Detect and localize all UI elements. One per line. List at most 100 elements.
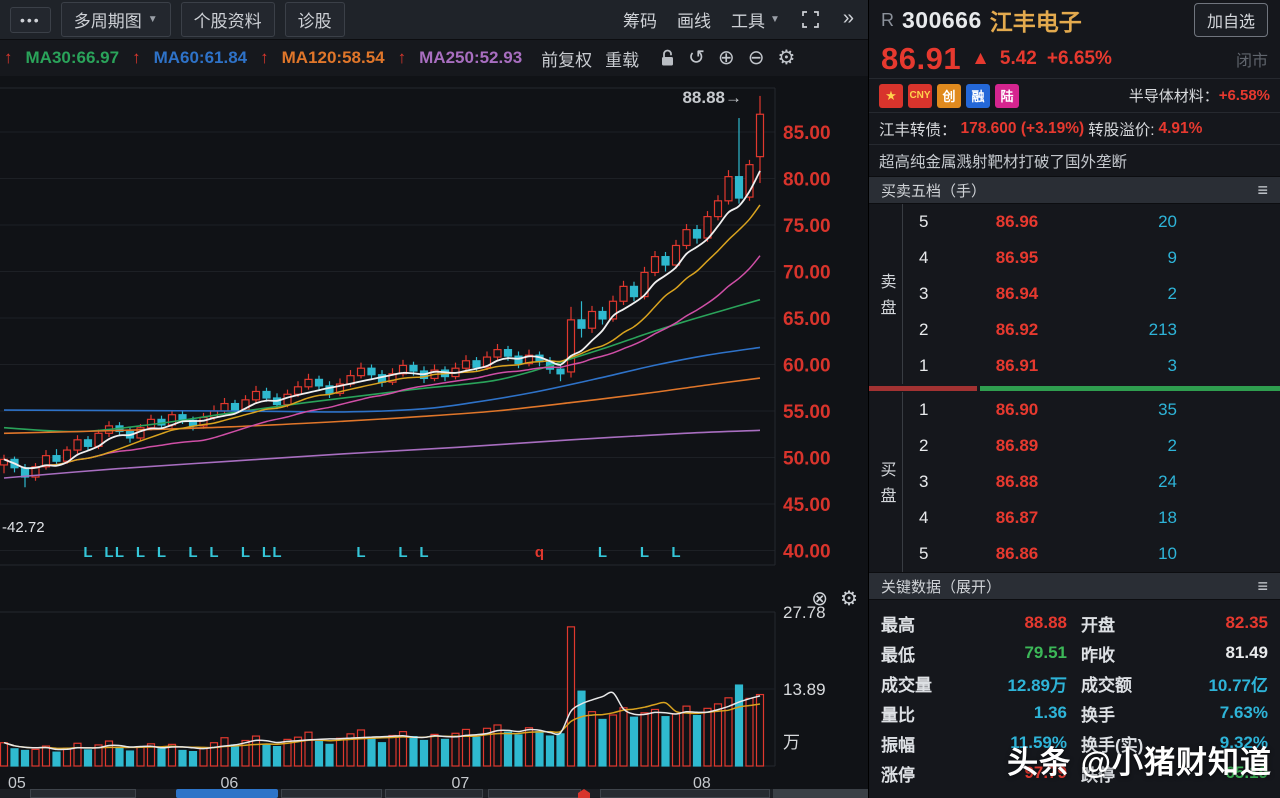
more-menu-button[interactable]: ••• (10, 6, 51, 33)
key-data-cell: 涨停 97.79 (881, 761, 1081, 786)
collapse-toolbar-button[interactable]: » (835, 7, 858, 32)
level: 4 (919, 248, 929, 267)
quantity: 20 (1158, 212, 1177, 231)
close-circle-icon: ⊗ (811, 588, 829, 610)
svg-text:L: L (136, 544, 145, 561)
buy-row-3[interactable]: 3 86.88 24 (903, 464, 1280, 500)
svg-text:L: L (262, 544, 271, 561)
volume-chart[interactable]: ⊗ ⚙ 27.78 13.89 万 05 06 07 08 (0, 566, 868, 798)
key-data-header[interactable]: 关键数据（展开） ≡ (869, 572, 1280, 600)
key-data-cell: 成交额 10.77亿 (1081, 671, 1268, 696)
level: 3 (919, 472, 929, 491)
tool-工具[interactable]: 工具 ▼ (725, 7, 786, 32)
price: 86.90 (995, 400, 1039, 419)
svg-text:80.00: 80.00 (783, 170, 831, 191)
scrollbar-segment[interactable] (488, 789, 581, 798)
key-value: 1.36 (1033, 703, 1067, 722)
price-change-pct: +6.65% (1046, 48, 1112, 69)
svg-text:07: 07 (452, 775, 470, 792)
buy-row-4[interactable]: 4 86.87 18 (903, 500, 1280, 536)
buy-row-2[interactable]: 2 86.89 2 (903, 428, 1280, 464)
svg-text:13.89: 13.89 (783, 680, 826, 699)
key-data-cell: 振幅 11.59% (881, 731, 1081, 756)
tab-诊股[interactable]: 诊股 (284, 2, 345, 37)
key-label: 量比 (881, 705, 915, 725)
price: 86.88 (995, 472, 1039, 491)
price: 86.95 (995, 248, 1039, 267)
buy-row-5[interactable]: 5 86.86 10 (903, 536, 1280, 572)
sell-depth-segment (869, 385, 978, 391)
svg-text:88.88→: 88.88→ (682, 88, 742, 107)
tool-筹码[interactable]: 筹码 (617, 7, 663, 32)
buy-row-1[interactable]: 1 86.90 35 (903, 392, 1280, 428)
buy-side-label: 买盘 (869, 392, 903, 572)
adjust-buttons: 前复权 重载 (541, 46, 639, 71)
tool-画线[interactable]: 画线 (671, 7, 717, 32)
up-arrow-icon: ↑ (132, 48, 141, 67)
scrollbar-end-segment[interactable] (773, 789, 868, 798)
sell-row-3[interactable]: 3 86.94 2 (903, 276, 1280, 312)
key-data-title: 关键数据（展开） (881, 578, 1002, 596)
scrollbar-active-range[interactable] (176, 789, 278, 798)
chart-settings-button[interactable]: ⚙ (777, 48, 795, 68)
chart-scrollbar[interactable] (0, 789, 868, 798)
sell-row-4[interactable]: 4 86.95 9 (903, 240, 1280, 276)
scrollbar-event-marker[interactable] (578, 789, 590, 798)
sell-row-2[interactable]: 2 86.92 213 (903, 312, 1280, 348)
price: 86.91 (995, 356, 1039, 375)
volume-pane-controls: ⊗ ⚙ (811, 586, 858, 611)
key-value: 88.88 (1024, 613, 1067, 632)
level: 1 (919, 400, 929, 419)
tab-多周期图[interactable]: 多周期图 ▼ (60, 2, 171, 37)
undo-button[interactable]: ↺ (688, 48, 705, 68)
close-pane-button[interactable]: ⊗ (811, 586, 828, 611)
quantity: 18 (1158, 508, 1177, 527)
zoom-in-button[interactable]: ⊕ (718, 48, 735, 68)
svg-text:05: 05 (8, 775, 26, 792)
gear-icon: ⚙ (777, 47, 796, 69)
news-headline[interactable]: 超高纯金属溅射靶材打破了国外垄断 (869, 144, 1280, 176)
scrollbar-segment[interactable] (281, 789, 382, 798)
badge-flag[interactable]: ★ (879, 83, 903, 108)
fullscreen-button[interactable] (796, 11, 825, 28)
sell-row-1[interactable]: 1 86.91 3 (903, 348, 1280, 384)
tab-个股资料[interactable]: 个股资料 (180, 2, 275, 37)
svg-text:08: 08 (693, 775, 711, 792)
key-data-grid: 最高 88.88 开盘 82.35 最低 79.51 昨收 81.49 成交量 12.89万 成交额… (869, 600, 1280, 788)
gear-icon: ⚙ (840, 588, 858, 610)
key-data-cell: 最高 88.88 (881, 611, 1081, 636)
sell-rows: 5 86.96 20 4 86.95 9 3 86.94 2 2 86.92 213 1 86.91 3 (903, 204, 1280, 384)
lock-button[interactable] (660, 49, 675, 67)
key-data-menu-button[interactable]: ≡ (1257, 576, 1268, 597)
bond-value: 178.600 (+3.19%) (960, 119, 1085, 137)
svg-text:50.00: 50.00 (783, 449, 831, 470)
badge-CNY[interactable]: CNY (908, 83, 932, 108)
add-watchlist-button[interactable]: 加自选 (1193, 3, 1268, 37)
badge-创[interactable]: 创 (937, 83, 961, 108)
key-data-cell: 跌停 65.19 (1081, 761, 1268, 786)
button-重载[interactable]: 重载 (605, 50, 640, 70)
order-book-menu-button[interactable]: ≡ (1257, 180, 1268, 201)
svg-text:L: L (188, 544, 197, 561)
badge-融[interactable]: 融 (966, 83, 990, 108)
volume-settings-button[interactable]: ⚙ (840, 586, 858, 611)
button-前复权[interactable]: 前复权 (541, 50, 593, 70)
convertible-bond-row[interactable]: 江丰转债： 178.600 (+3.19%) 转股溢价: 4.91% (869, 112, 1280, 144)
buy-depth-segment (980, 385, 1280, 391)
key-data-cell: 成交量 12.89万 (881, 671, 1081, 696)
scrollbar-segment[interactable] (385, 789, 483, 798)
scrollbar-segment[interactable] (30, 789, 136, 798)
svg-text:L: L (115, 544, 124, 561)
zoom-out-button[interactable]: ⊖ (748, 48, 765, 68)
undo-icon: ↺ (688, 47, 705, 69)
sell-row-5[interactable]: 5 86.96 20 (903, 204, 1280, 240)
candlestick-chart[interactable]: 85.00 80.00 75.00 70.00 65.00 60.00 55.00 50.00… (0, 76, 868, 566)
svg-text:L: L (157, 544, 166, 561)
chart-tabs: 多周期图 ▼ 个股资料 诊股 (60, 2, 345, 37)
badge-陆[interactable]: 陆 (995, 83, 1019, 108)
scrollbar-segment[interactable] (600, 789, 770, 798)
up-arrow-icon: ↑ (260, 48, 269, 67)
level: 1 (919, 356, 929, 375)
sector-label[interactable]: 半导体材料： (1128, 88, 1219, 105)
